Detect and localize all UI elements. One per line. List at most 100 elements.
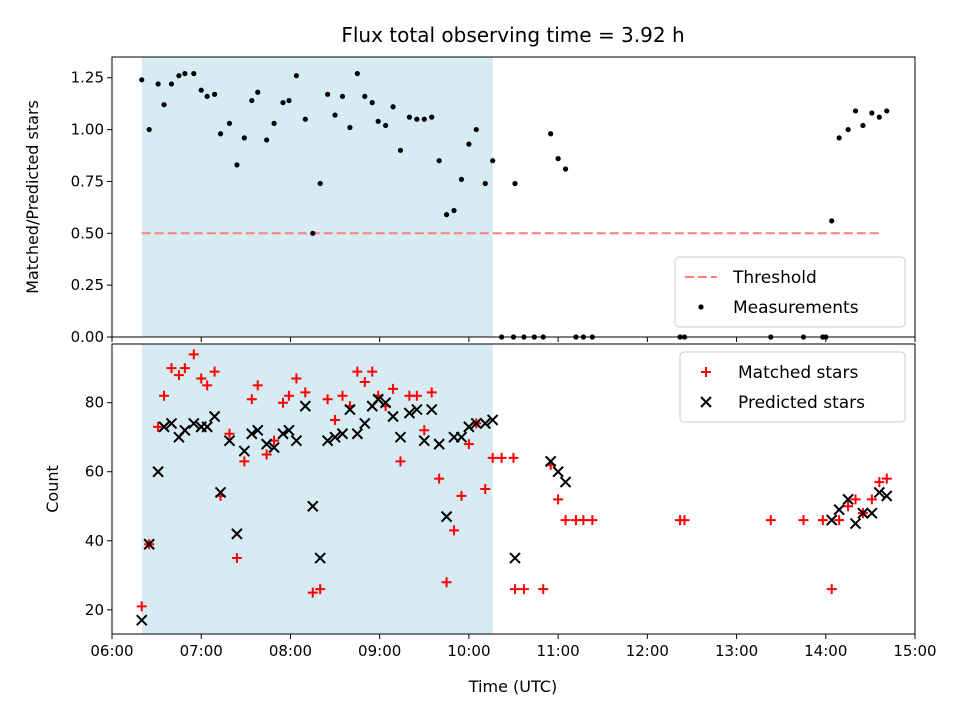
y-tick-label: 40 [85, 532, 104, 550]
data-point [318, 181, 323, 186]
chart-title: Flux total observing time = 3.92 h [341, 23, 684, 47]
y-tick-label: 0.50 [71, 224, 104, 242]
legend-label: Matched stars [738, 363, 858, 383]
legend-symbol [698, 304, 703, 309]
data-point [483, 181, 488, 186]
data-point [398, 148, 403, 153]
data-point [548, 131, 553, 136]
data-point [191, 71, 196, 76]
data-point [212, 92, 217, 97]
x-tick-label: 13:00 [715, 642, 758, 660]
data-point [553, 467, 563, 477]
data-point [147, 127, 152, 132]
data-point [556, 156, 561, 161]
data-point [867, 508, 877, 518]
figure: Flux total observing time = 3.92 h 0.00 0… [0, 0, 960, 720]
data-point [347, 125, 352, 130]
data-point [176, 73, 181, 78]
data-point [376, 119, 381, 124]
data-point [294, 73, 299, 78]
y-tick-label: 0.25 [71, 276, 104, 294]
x-tick-label: 14:00 [804, 642, 847, 660]
data-point [271, 121, 276, 126]
data-point [139, 77, 144, 82]
data-point [182, 71, 187, 76]
data-point [383, 123, 388, 128]
data-point [332, 112, 337, 117]
data-point [798, 515, 808, 525]
data-point [155, 81, 160, 86]
data-point [422, 117, 427, 122]
data-point [853, 108, 858, 113]
x-axis-label: Time (UTC) [468, 677, 557, 696]
data-point [286, 98, 291, 103]
data-point [561, 515, 571, 525]
data-point [563, 166, 568, 171]
data-point [218, 131, 223, 136]
data-point [451, 208, 456, 213]
data-point [510, 584, 520, 594]
shaded-span [142, 344, 493, 634]
data-point [587, 515, 597, 525]
data-point [877, 115, 882, 120]
data-point [234, 162, 239, 167]
data-point [249, 98, 254, 103]
data-point [169, 81, 174, 86]
data-point [561, 477, 571, 487]
legend: Matched stars Predicted stars [680, 352, 905, 422]
data-point [264, 137, 269, 142]
data-point [510, 553, 520, 563]
legend: Threshold Measurements [675, 257, 905, 327]
data-point [829, 218, 834, 223]
data-point [884, 108, 889, 113]
data-point [834, 505, 844, 515]
data-point [407, 115, 412, 120]
x-tick-label: 15:00 [893, 642, 936, 660]
data-point [766, 515, 776, 525]
top-panel: 0.000.250.500.751.001.25Matched/Predicte… [23, 57, 915, 346]
data-point [199, 88, 204, 93]
y-tick-label: 1.25 [71, 69, 104, 87]
data-point [851, 519, 861, 529]
x-tick-label: 07:00 [180, 642, 223, 660]
data-point [280, 100, 285, 105]
data-point [827, 584, 837, 594]
data-point [553, 494, 563, 504]
data-point [362, 94, 367, 99]
data-point [818, 515, 828, 525]
legend-label: Predicted stars [738, 393, 865, 413]
data-point [459, 177, 464, 182]
y-tick-label: 1.00 [71, 121, 104, 139]
data-point [466, 142, 471, 147]
data-point [205, 94, 210, 99]
data-point [390, 104, 395, 109]
data-point [512, 181, 517, 186]
data-point [437, 158, 442, 163]
data-point [860, 123, 865, 128]
data-point [161, 102, 166, 107]
y-tick-label: 60 [85, 463, 104, 481]
x-tick-label: 09:00 [358, 642, 401, 660]
legend-label: Threshold [732, 268, 817, 288]
data-point [303, 117, 308, 122]
data-point [869, 110, 874, 115]
data-point [519, 584, 529, 594]
y-tick-label: 80 [85, 394, 104, 412]
data-point [242, 135, 247, 140]
x-tick-label: 12:00 [626, 642, 669, 660]
data-point [837, 135, 842, 140]
bottom-panel: 2040608006:00 07:00 08:00 09:00 10:00 11:00 12… [43, 344, 937, 660]
y-axis-label: Count [43, 465, 62, 513]
y-tick-label: 0.00 [71, 328, 104, 346]
data-point [845, 127, 850, 132]
data-point [497, 453, 507, 463]
data-point [490, 158, 495, 163]
data-point [414, 117, 419, 122]
data-point [538, 584, 548, 594]
data-point [310, 231, 315, 236]
data-point [578, 515, 588, 525]
data-point [370, 100, 375, 105]
data-point [355, 71, 360, 76]
data-point [444, 212, 449, 217]
data-point [255, 90, 260, 95]
